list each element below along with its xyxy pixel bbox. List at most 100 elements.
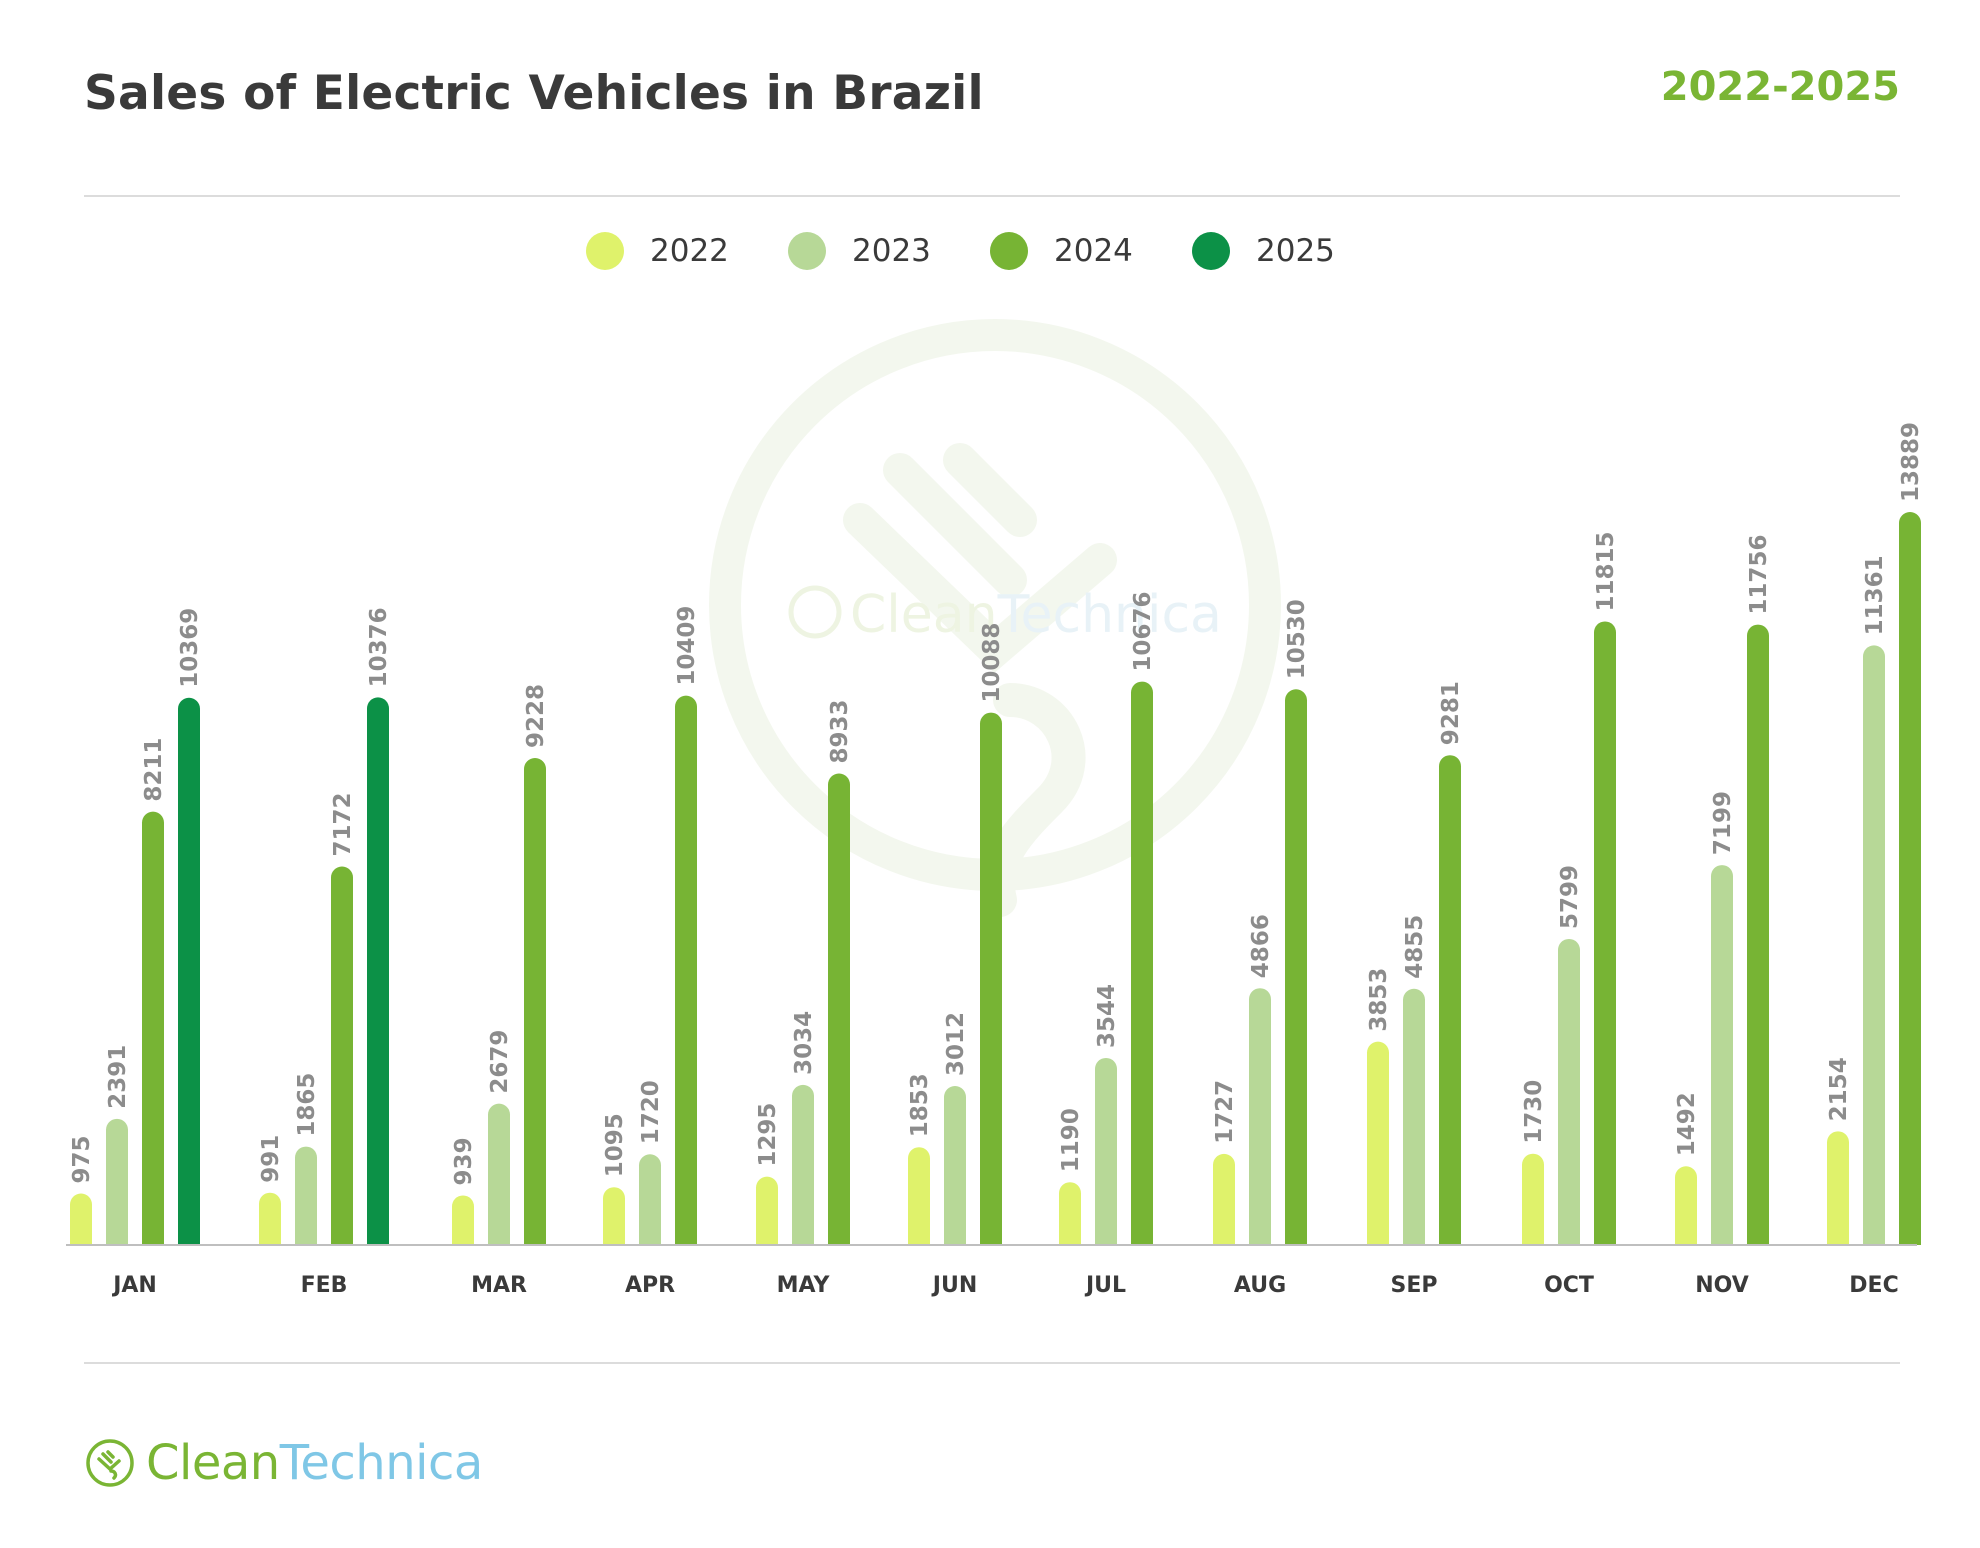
- bar-sep-2023: [1403, 988, 1425, 1245]
- value-label-mar-2023: 2679: [487, 1030, 513, 1094]
- bar-jun-2023: [944, 1086, 966, 1245]
- value-label-may-2023: 3034: [791, 1011, 817, 1075]
- watermark-clean: Clean: [850, 585, 998, 645]
- value-label-mar-2022: 939: [451, 1137, 477, 1185]
- value-label-may-2024: 8933: [827, 700, 853, 764]
- bar-apr-2024: [675, 695, 698, 1245]
- value-label-jun-2024: 10088: [979, 623, 1005, 703]
- bar-oct-2024: [1594, 621, 1616, 1245]
- value-label-jan-2022: 975: [69, 1136, 95, 1184]
- value-label-sep-2024: 9281: [1438, 681, 1464, 745]
- bar-feb-2025: [367, 697, 389, 1245]
- value-labels-layer: 975 2391 8211 10369 991 1865 7172 10376 939 2679 9…: [69, 422, 1924, 1185]
- legend-label-2023: 2023: [852, 233, 931, 269]
- value-label-jan-2024: 8211: [141, 738, 167, 802]
- value-label-sep-2022: 3853: [1366, 968, 1392, 1032]
- value-label-jul-2024: 10676: [1130, 592, 1156, 672]
- value-label-apr-2022: 1095: [602, 1113, 628, 1177]
- legend-item-2023: 2023: [788, 232, 990, 270]
- chart-year-range: 2022-2025: [1660, 64, 1900, 110]
- legend-label-2022: 2022: [650, 233, 729, 269]
- value-label-aug-2023: 4866: [1248, 914, 1274, 978]
- bar-may-2022: [756, 1176, 778, 1245]
- x-tick-label-feb: FEB: [301, 1273, 348, 1298]
- bar-jun-2024: [980, 712, 1002, 1245]
- bar-feb-2022: [259, 1192, 281, 1245]
- legend-item-2024: 2024: [990, 232, 1192, 270]
- bars-layer: [70, 512, 1921, 1245]
- value-label-sep-2023: 4855: [1402, 915, 1428, 979]
- x-tick-label-oct: OCT: [1544, 1273, 1594, 1298]
- bar-jul-2022: [1059, 1182, 1081, 1245]
- value-label-nov-2022: 1492: [1674, 1092, 1700, 1156]
- bar-oct-2022: [1522, 1153, 1544, 1245]
- value-label-jan-2025: 10369: [177, 608, 203, 688]
- bar-aug-2022: [1213, 1153, 1235, 1245]
- bar-aug-2024: [1285, 689, 1307, 1245]
- chart-legend: 2022 2023 2024 2025: [0, 232, 1980, 270]
- legend-label-2025: 2025: [1256, 233, 1335, 269]
- value-label-feb-2023: 1865: [294, 1073, 320, 1137]
- value-label-jul-2023: 3544: [1094, 984, 1120, 1048]
- bar-jun-2022: [908, 1147, 930, 1245]
- value-label-nov-2023: 7199: [1710, 791, 1736, 855]
- bar-dec-2022: [1827, 1131, 1849, 1245]
- x-tick-label-sep: SEP: [1391, 1273, 1438, 1298]
- bar-feb-2024: [331, 866, 353, 1245]
- cleantechnica-logo: Clean Technica: [84, 1435, 483, 1491]
- bar-dec-2024: [1899, 512, 1921, 1245]
- bar-jul-2023: [1095, 1057, 1117, 1245]
- bar-may-2024: [828, 773, 850, 1245]
- bar-feb-2023: [295, 1146, 317, 1245]
- value-label-apr-2024: 10409: [674, 606, 700, 686]
- legend-swatch-2023: [788, 232, 826, 270]
- x-tick-label-jun: JUN: [931, 1273, 977, 1298]
- logo-text-technica: Technica: [279, 1435, 484, 1491]
- chart-title: Sales of Electric Vehicles in Brazil: [84, 66, 984, 121]
- bar-sep-2024: [1439, 755, 1461, 1245]
- legend-swatch-2022: [586, 232, 624, 270]
- x-tick-label-jan: JAN: [111, 1273, 157, 1298]
- bar-nov-2023: [1711, 865, 1733, 1245]
- logo-text-clean: Clean: [146, 1435, 280, 1491]
- value-label-oct-2023: 5799: [1557, 865, 1583, 929]
- x-tick-labels: JAN FEB MAR APR MAY JUN JUL AUG SEP OCT NOV DEC: [111, 1273, 1899, 1298]
- value-label-aug-2024: 10530: [1284, 599, 1310, 679]
- bar-may-2023: [792, 1084, 814, 1245]
- bar-sep-2022: [1367, 1041, 1389, 1245]
- bar-mar-2023: [488, 1103, 510, 1245]
- value-label-oct-2022: 1730: [1521, 1080, 1547, 1144]
- x-tick-label-jul: JUL: [1084, 1273, 1126, 1298]
- value-label-jun-2022: 1853: [907, 1073, 933, 1137]
- legend-label-2024: 2024: [1054, 233, 1133, 269]
- value-label-feb-2022: 991: [258, 1135, 284, 1183]
- x-tick-label-aug: AUG: [1234, 1273, 1286, 1298]
- x-tick-label-dec: DEC: [1849, 1273, 1898, 1298]
- bar-jul-2024: [1131, 681, 1153, 1245]
- bar-apr-2023: [639, 1154, 661, 1245]
- watermark-text: CleanTechnica: [850, 585, 1222, 645]
- bar-jan-2023: [106, 1118, 128, 1245]
- bar-apr-2022: [603, 1187, 625, 1245]
- x-tick-label-apr: APR: [625, 1273, 675, 1298]
- value-label-oct-2024: 11815: [1593, 531, 1619, 611]
- bar-dec-2023: [1863, 645, 1885, 1245]
- bottom-divider: [84, 1362, 1900, 1364]
- legend-item-2022: 2022: [586, 232, 788, 270]
- value-label-jul-2022: 1190: [1058, 1108, 1084, 1172]
- bar-nov-2024: [1747, 624, 1769, 1245]
- bar-jan-2025: [178, 697, 200, 1245]
- legend-item-2025: 2025: [1192, 232, 1394, 270]
- legend-swatch-2025: [1192, 232, 1230, 270]
- legend-swatch-2024: [990, 232, 1028, 270]
- bar-aug-2023: [1249, 988, 1271, 1245]
- bar-mar-2022: [452, 1195, 474, 1245]
- value-label-nov-2024: 11756: [1746, 535, 1772, 615]
- bar-jan-2024: [142, 811, 164, 1245]
- watermark-logo: CleanTechnica: [709, 319, 1281, 917]
- bar-nov-2022: [1675, 1166, 1697, 1245]
- x-tick-label-nov: NOV: [1695, 1273, 1749, 1298]
- x-tick-label-mar: MAR: [471, 1273, 527, 1298]
- value-label-dec-2022: 2154: [1826, 1057, 1852, 1121]
- bar-mar-2024: [524, 757, 546, 1245]
